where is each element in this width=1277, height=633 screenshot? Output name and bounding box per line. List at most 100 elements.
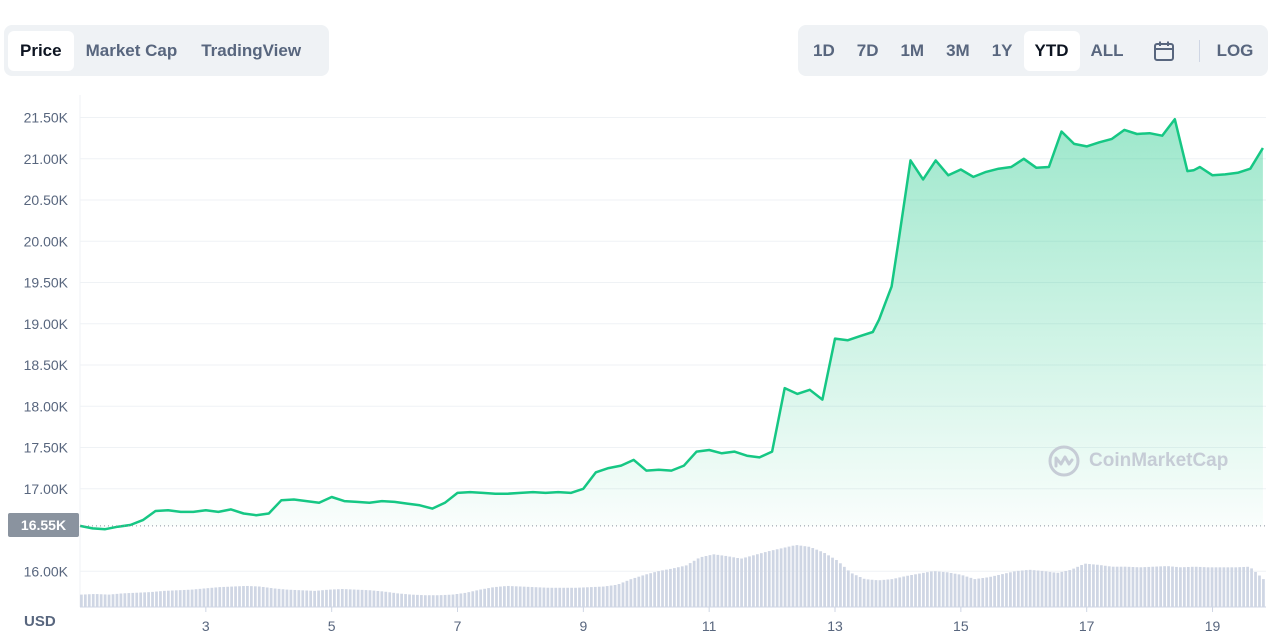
volume-bar [427, 595, 431, 607]
volume-bar [661, 570, 664, 607]
volume-bar [265, 587, 269, 607]
volume-bar [688, 563, 692, 607]
volume-bar [475, 590, 479, 607]
tab-tradingview[interactable]: TradingView [201, 40, 302, 60]
volume-bar [1175, 566, 1178, 607]
volume-bar [597, 586, 601, 607]
volume-bar [1028, 569, 1032, 607]
volume-bar [684, 565, 688, 607]
volume-bar [143, 592, 147, 607]
volume-bar [933, 571, 937, 607]
volume-bar [1068, 570, 1072, 607]
volume-bar [451, 594, 455, 607]
volume-bar [724, 555, 728, 607]
volume-bar [506, 585, 510, 607]
volume-bar [467, 592, 471, 607]
volume-bar [313, 590, 316, 607]
volume-bar [301, 590, 305, 607]
range-tab-3m[interactable]: 3M [946, 40, 970, 60]
volume-bars [80, 545, 1265, 607]
range-tab-1y[interactable]: 1Y [991, 40, 1013, 60]
volume-bar [763, 552, 767, 607]
volume-bar [1163, 566, 1166, 607]
tab-price[interactable]: Price [8, 30, 74, 71]
y-tick-label: 21.50K [24, 110, 69, 126]
volume-bar [348, 589, 352, 607]
range-tab-all[interactable]: ALL [1090, 40, 1124, 60]
volume-bar [408, 594, 411, 607]
volume-bar [1012, 571, 1016, 607]
volume-bar [736, 558, 740, 607]
volume-bar [1060, 571, 1064, 607]
volume-bar [309, 590, 313, 607]
volume-bar [226, 586, 230, 607]
volume-bar [510, 586, 514, 607]
tab-market-cap[interactable]: Market Cap [85, 40, 178, 60]
volume-bar [997, 574, 1000, 607]
volume-bar [1096, 564, 1099, 607]
volume-bar [1147, 566, 1151, 607]
volume-bar [522, 586, 526, 607]
volume-bar [771, 550, 775, 607]
volume-bar [392, 592, 396, 607]
volume-bar [1242, 566, 1246, 607]
volume-bar [665, 569, 668, 607]
y-tick-label: 18.50K [24, 357, 69, 373]
volume-bar [1238, 567, 1242, 607]
range-tab-1d[interactable]: 1D [813, 40, 835, 60]
volume-bar [621, 582, 625, 607]
y-tick-label: 20.00K [24, 233, 69, 249]
volume-bar [613, 584, 617, 607]
volume-bar [823, 553, 826, 607]
volume-bar [795, 545, 799, 607]
volume-bar [83, 594, 87, 607]
volume-bar [704, 556, 708, 607]
volume-bar [993, 575, 996, 607]
calendar-icon[interactable] [1135, 31, 1193, 71]
volume-bar [1056, 572, 1060, 607]
log-scale-toggle[interactable]: LOG [1216, 40, 1254, 60]
volume-bar [1218, 567, 1222, 607]
volume-bar [807, 546, 811, 607]
volume-bar [333, 589, 336, 607]
volume-bar [530, 587, 534, 607]
volume-bar [918, 573, 921, 607]
range-tab-7d[interactable]: 7D [856, 40, 879, 60]
price-area-fill [80, 119, 1263, 530]
volume-bar [340, 589, 344, 607]
volume-bar [182, 589, 186, 607]
volume-bar [1099, 565, 1103, 607]
volume-bar [139, 592, 143, 607]
volume-bar [396, 593, 400, 607]
volume-bar [692, 560, 696, 607]
volume-bar [194, 589, 198, 607]
volume-bar [372, 590, 376, 607]
volume-bar [680, 566, 684, 607]
volume-bar [439, 595, 443, 607]
volume-bar [463, 592, 467, 607]
y-tick-label: 17.00K [24, 481, 69, 497]
volume-bar [562, 587, 566, 607]
volume-bar [937, 571, 941, 607]
volume-bar [1143, 567, 1147, 607]
volume-bar [214, 587, 218, 607]
volume-bar [1234, 567, 1238, 607]
volume-bar [1040, 570, 1044, 607]
volume-bar [728, 556, 732, 607]
volume-bar [973, 579, 977, 607]
volume-bar [376, 590, 380, 607]
volume-bar [558, 587, 562, 607]
volume-bar [846, 570, 850, 607]
volume-bar [890, 579, 894, 607]
volume-bar [526, 586, 530, 607]
volume-bar [1210, 567, 1214, 607]
volume-bar [352, 589, 356, 607]
volume-bar [965, 576, 969, 607]
coinmarketcap-logo-icon [1048, 445, 1080, 477]
range-tab-ytd[interactable]: YTD [1023, 30, 1080, 71]
volume-bar [783, 547, 787, 607]
volume-bar [1250, 568, 1253, 607]
range-tab-1m[interactable]: 1M [900, 40, 925, 60]
volume-bar [546, 587, 550, 607]
